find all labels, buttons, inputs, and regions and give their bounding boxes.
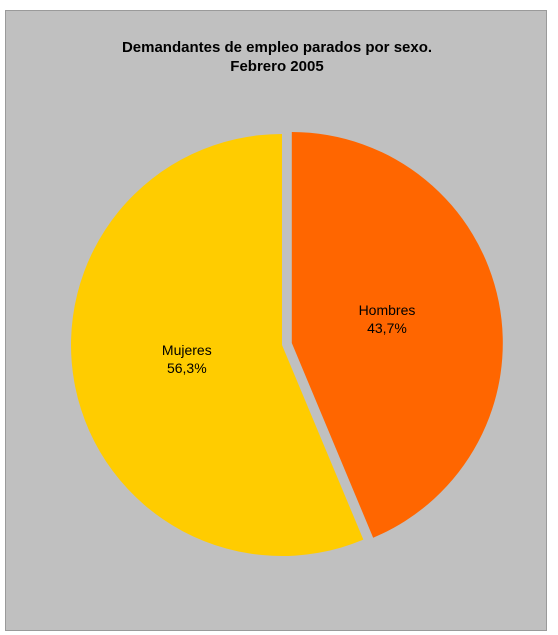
- slice-label-hombres: Hombres: [359, 302, 416, 318]
- chart-title-line-1: Demandantes de empleo parados por sexo.: [121, 39, 433, 56]
- pie-slice-hombres: [291, 132, 503, 538]
- slice-value-mujeres: 56,3%: [167, 360, 207, 376]
- pie-slice-mujeres: [71, 134, 364, 556]
- slice-value-hombres: 43,7%: [367, 320, 407, 336]
- slice-label-mujeres: Mujeres: [162, 342, 212, 358]
- chart-title: Demandantes de empleo parados por sexo. …: [6, 38, 548, 76]
- chart-title-line-2: Febrero 2005: [230, 58, 324, 75]
